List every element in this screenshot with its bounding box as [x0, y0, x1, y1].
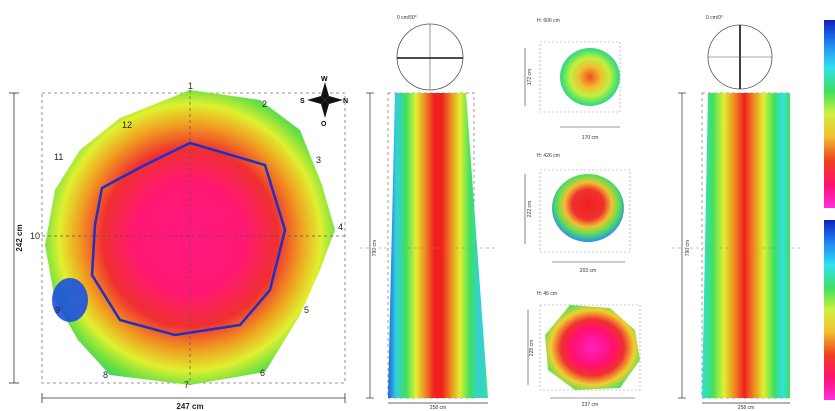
point-10: 10	[30, 231, 40, 241]
right-height-label: 790 cm	[685, 240, 691, 256]
point-1: 1	[188, 81, 193, 91]
right-elevation-panel: 0 cm/0° 790 cm 258 cm	[672, 15, 800, 411]
point-9: 9	[55, 305, 60, 315]
right-trunk-tomogram	[702, 93, 790, 398]
section-3-title: H: 46 cm	[537, 291, 557, 297]
color-scale-legend	[824, 20, 835, 400]
compass-w: W	[321, 76, 328, 83]
section-3-width-label: 237 cm	[582, 402, 598, 408]
point-7: 7	[184, 380, 189, 390]
cross-section-height-label: 242 cm	[15, 224, 24, 251]
right-compass-label: 0 cm/0°	[706, 15, 723, 21]
cross-section-width-label: 247 cm	[176, 402, 203, 411]
healthy-core-outline	[90, 141, 287, 337]
cross-section-panel: 1 2 3 4 5 6 7 8 9 10 11 12 242 cm 247 cm…	[9, 76, 348, 411]
section-1-title: H: 606 cm	[537, 18, 560, 24]
color-scale-bottom	[824, 220, 835, 400]
right-orientation-dial-icon	[707, 24, 773, 90]
section-3-tomogram	[545, 305, 640, 390]
point-11: 11	[54, 152, 63, 162]
point-12: 12	[122, 120, 132, 130]
point-3: 3	[316, 155, 321, 165]
point-4: 4	[338, 222, 343, 232]
left-orientation-dial-icon	[396, 23, 464, 91]
right-width-label: 258 cm	[738, 405, 754, 411]
section-h426: H: 426 cm 222 cm 203 cm	[524, 153, 631, 274]
section-2-width-label: 203 cm	[580, 268, 596, 274]
section-1-height-label: 172 cm	[527, 69, 533, 85]
point-5: 5	[304, 305, 309, 315]
section-2-title: H: 426 cm	[537, 153, 560, 159]
point-6: 6	[260, 368, 265, 378]
left-width-label: 258 cm	[430, 405, 446, 411]
section-2-tomogram	[552, 174, 624, 242]
color-scale-top	[824, 20, 835, 208]
left-elevation-panel: 0 cm/50° 790 cm 258 cm	[360, 15, 495, 411]
left-trunk-tomogram	[388, 93, 488, 398]
cross-section-blue-zone	[52, 278, 88, 322]
section-1-width-label: 170 cm	[582, 135, 598, 141]
compass-n: N	[343, 98, 348, 105]
section-1-tomogram	[560, 48, 620, 106]
section-2-height-label: 222 cm	[527, 201, 533, 217]
compass-s: S	[300, 98, 305, 105]
section-h606: H: 606 cm 172 cm 170 cm	[524, 18, 621, 141]
point-8: 8	[103, 370, 108, 380]
compass-o: O	[321, 121, 327, 128]
section-3-height-label: 228 cm	[529, 340, 535, 356]
section-h46: H: 46 cm 228 cm 237 cm	[527, 291, 641, 408]
left-compass-label: 0 cm/50°	[397, 15, 417, 21]
compass-rose-icon: W S N O	[300, 76, 348, 128]
point-2: 2	[262, 99, 267, 109]
